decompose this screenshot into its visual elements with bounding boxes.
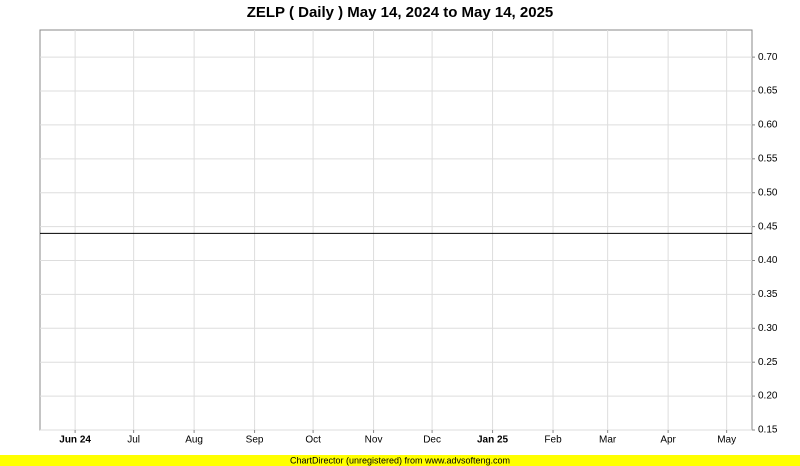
x-tick-label: Feb: [544, 435, 562, 446]
x-tick-label: Mar: [599, 435, 617, 446]
x-tick-label: Jun 24: [59, 435, 91, 446]
x-tick-label: Apr: [660, 435, 676, 446]
y-tick-label: 0.15: [758, 425, 778, 436]
x-tick-label: Dec: [423, 435, 441, 446]
y-tick-label: 0.60: [758, 120, 778, 131]
y-tick-label: 0.30: [758, 323, 778, 334]
y-tick-label: 0.65: [758, 86, 778, 97]
x-tick-label: Jan 25: [477, 435, 509, 446]
x-tick-label: Aug: [185, 435, 203, 446]
x-tick-label: Nov: [365, 435, 383, 446]
y-tick-label: 0.20: [758, 391, 778, 402]
x-tick-label: May: [717, 435, 736, 446]
y-tick-label: 0.55: [758, 153, 778, 164]
y-tick-label: 0.70: [758, 52, 778, 63]
x-tick-label: Sep: [246, 435, 264, 446]
chart-title: ZELP ( Daily ) May 14, 2024 to May 14, 2…: [247, 4, 554, 21]
y-tick-label: 0.35: [758, 289, 778, 300]
x-tick-label: Oct: [305, 435, 321, 446]
plot-area: [39, 29, 753, 431]
y-tick-label: 0.40: [758, 255, 778, 266]
x-tick-label: Jul: [127, 435, 140, 446]
y-tick-label: 0.45: [758, 221, 778, 232]
footer: ChartDirector (unregistered) from www.ad…: [290, 455, 510, 465]
footer-bar: [0, 455, 800, 466]
y-tick-label: 0.25: [758, 357, 778, 368]
y-tick-label: 0.50: [758, 187, 778, 198]
